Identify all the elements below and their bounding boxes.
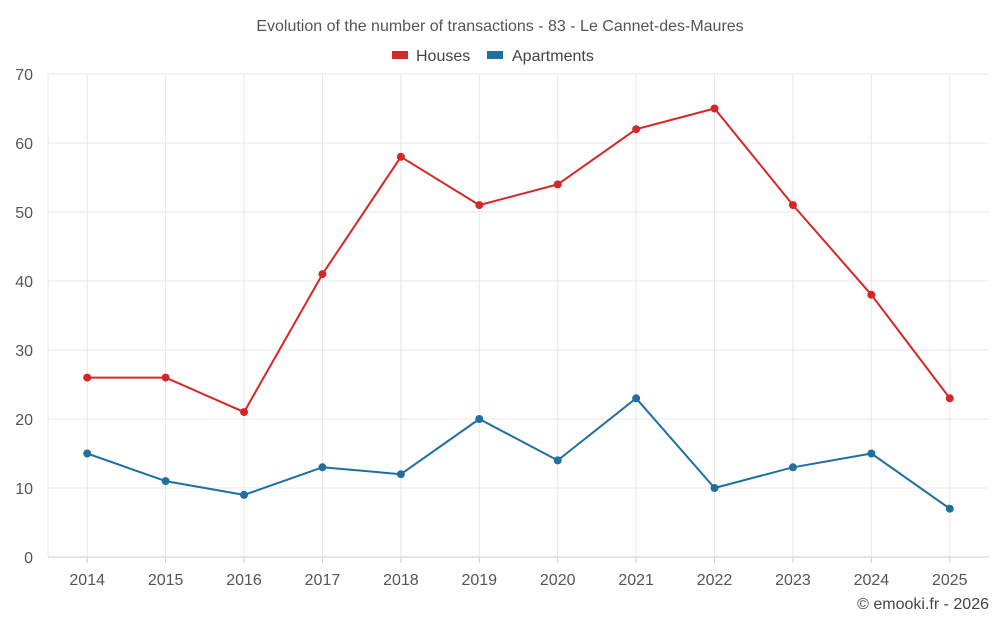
legend-label-apartments: Apartments	[512, 48, 594, 65]
data-point-houses-2024[interactable]	[867, 290, 876, 299]
data-point-apartments-2016[interactable]	[240, 490, 249, 499]
credit-text: © emooki.fr - 2026	[857, 596, 989, 613]
x-tick-label: 2015	[148, 572, 184, 589]
data-point-apartments-2019[interactable]	[475, 415, 484, 423]
x-tick-label: 2024	[854, 572, 890, 589]
data-point-houses-2023[interactable]	[788, 201, 797, 210]
data-point-houses-2021[interactable]	[632, 125, 641, 134]
y-tick-label: 70	[15, 67, 33, 84]
data-point-apartments-2018[interactable]	[396, 470, 405, 479]
data-point-apartments-2020[interactable]	[553, 456, 562, 465]
data-point-apartments-2023[interactable]	[788, 463, 797, 472]
y-tick-label: 40	[15, 274, 33, 291]
legend-item-apartments[interactable]: Apartments	[487, 48, 594, 65]
y-tick-label: 0	[24, 550, 33, 567]
data-point-apartments-2015[interactable]	[161, 477, 170, 486]
data-point-houses-2020[interactable]	[553, 180, 562, 189]
y-tick-label: 20	[15, 412, 33, 429]
x-tick-label: 2017	[305, 572, 341, 589]
legend-swatch-apartments	[487, 51, 503, 59]
legend-item-houses[interactable]: Houses	[392, 48, 470, 65]
data-point-apartments-2014[interactable]	[83, 449, 92, 458]
data-point-houses-2017[interactable]	[318, 270, 327, 279]
chart-title: Evolution of the number of transactions …	[256, 18, 743, 35]
x-tick-label: 2020	[540, 572, 576, 589]
data-point-apartments-2024[interactable]	[867, 449, 876, 458]
x-tick-label: 2018	[383, 572, 419, 589]
data-point-houses-2016[interactable]	[240, 408, 249, 417]
x-tick-label: 2025	[932, 572, 968, 589]
data-point-houses-2018[interactable]	[396, 152, 405, 161]
series-line-houses	[87, 107, 951, 414]
data-point-apartments-2022[interactable]	[710, 484, 719, 492]
data-point-houses-2015[interactable]	[161, 373, 170, 382]
data-point-apartments-2021[interactable]	[632, 394, 641, 403]
x-tick-label: 2023	[775, 572, 811, 589]
x-tick-label: 2014	[69, 572, 105, 589]
grid	[47, 73, 989, 558]
data-point-houses-2014[interactable]	[83, 373, 92, 382]
series-group	[83, 104, 954, 513]
series-houses	[83, 104, 954, 417]
data-point-houses-2022[interactable]	[710, 104, 719, 113]
x-tick-label: 2016	[226, 572, 262, 589]
y-axis: 0 10 20 30 40 50 60 70	[15, 67, 33, 567]
data-point-houses-2025[interactable]	[945, 394, 954, 403]
y-tick-label: 60	[15, 136, 33, 153]
y-tick-label: 10	[15, 481, 33, 498]
x-tick-label: 2021	[618, 572, 654, 589]
data-point-apartments-2017[interactable]	[318, 463, 327, 472]
x-tick-label: 2019	[461, 572, 497, 589]
legend-swatch-houses	[392, 51, 408, 59]
data-point-houses-2019[interactable]	[475, 201, 484, 210]
y-tick-label: 30	[15, 343, 33, 360]
data-point-apartments-2025[interactable]	[945, 504, 954, 513]
legend-label-houses: Houses	[416, 48, 470, 65]
x-axis: 2014 2015 2016 2017 2018 2019 2020 2021 2022 2023…	[69, 557, 968, 589]
series-line-apartments	[86, 397, 951, 510]
legend[interactable]: Houses Apartments	[392, 48, 594, 65]
x-tick-label: 2022	[697, 572, 733, 589]
y-tick-label: 50	[15, 205, 33, 222]
series-apartments	[83, 394, 954, 513]
